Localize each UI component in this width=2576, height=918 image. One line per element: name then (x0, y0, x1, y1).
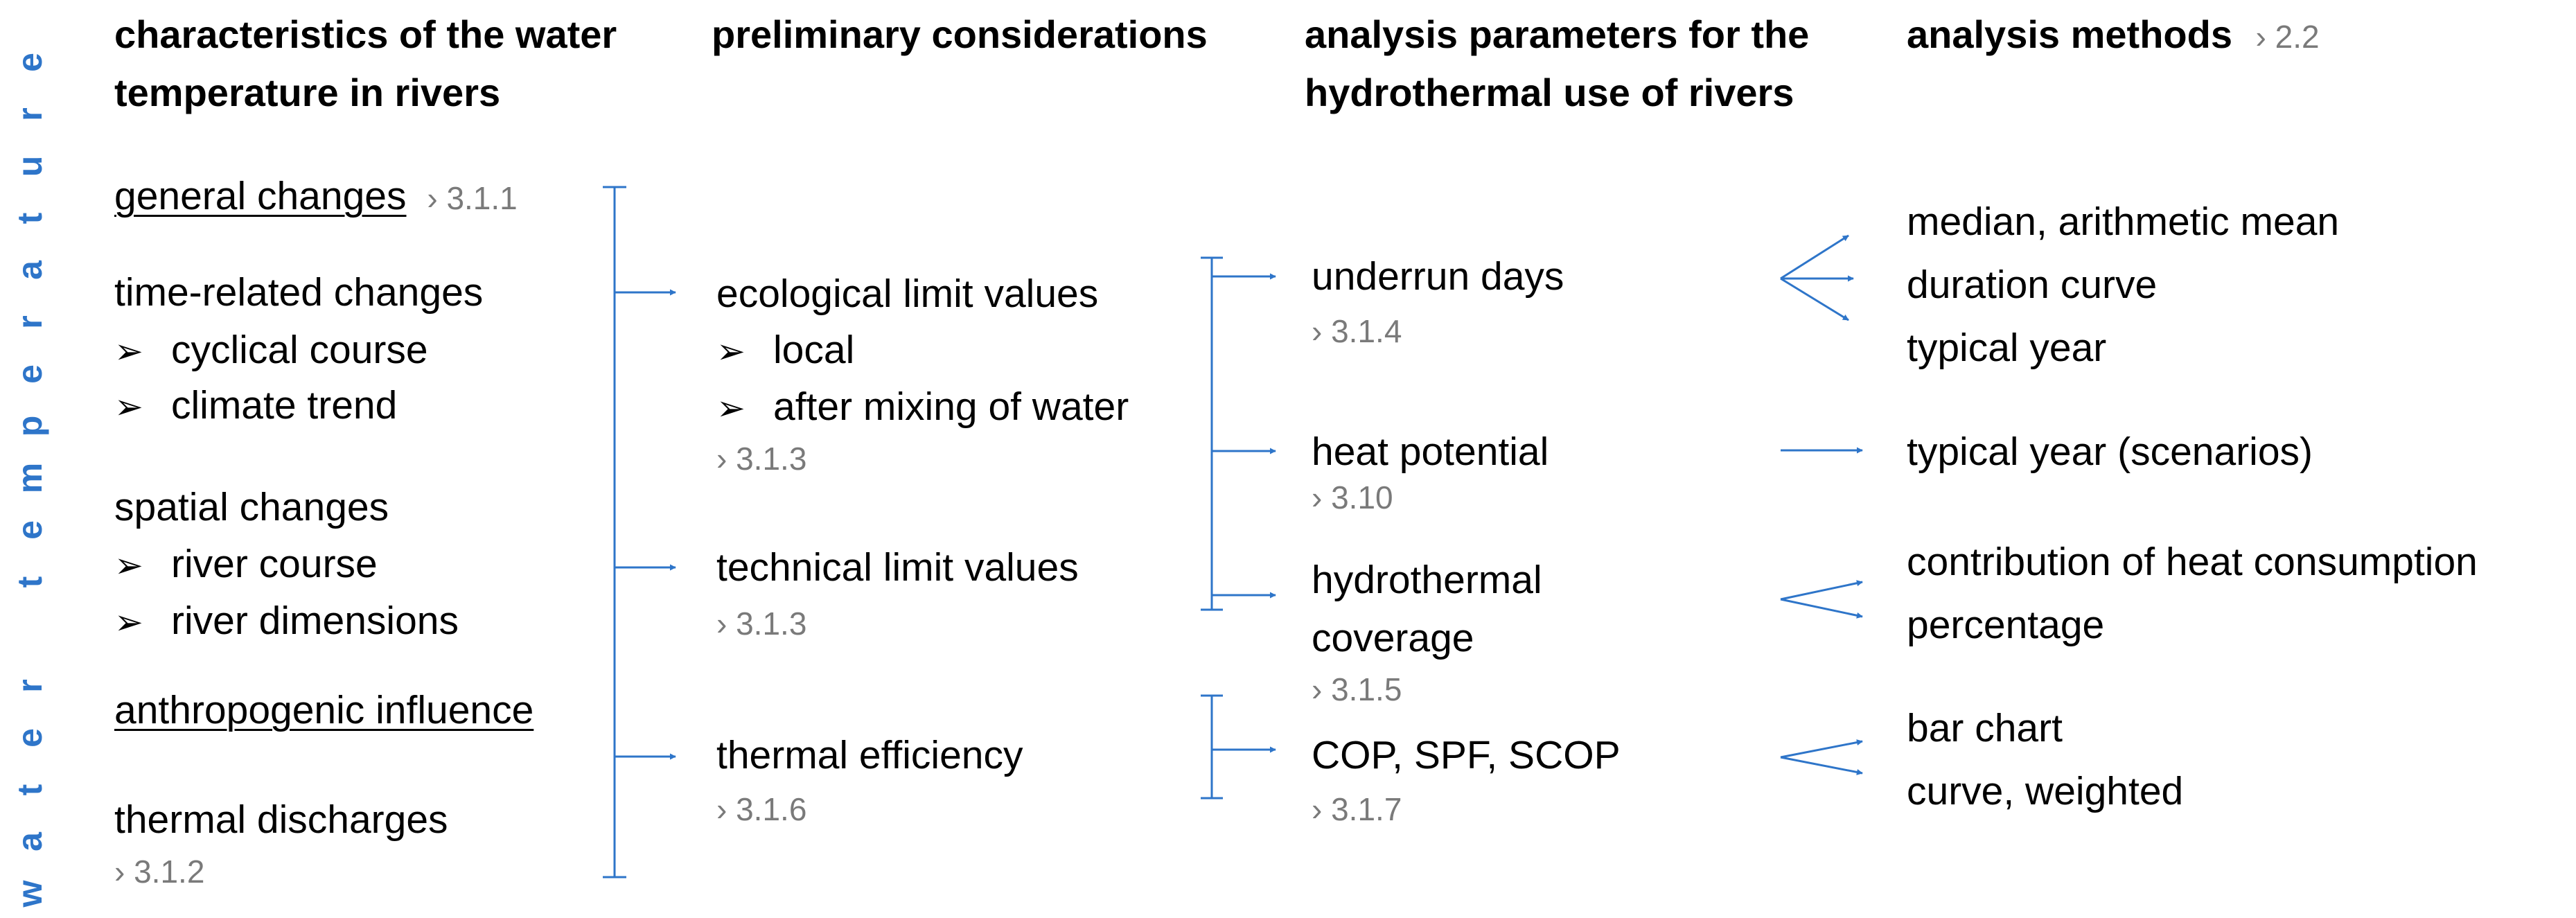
underrun-days: underrun days (1312, 254, 1564, 299)
cop-spf-scop: COP, SPF, SCOP (1312, 733, 1621, 777)
section-ref: › 3.1.3 (716, 606, 807, 642)
section-ref: › 3.1.7 (1312, 791, 1402, 827)
heat-potential: heat potential (1312, 430, 1549, 474)
arrow-to-median (1780, 234, 1849, 280)
arrow-to-percentage (1780, 598, 1863, 619)
hydrothermal-coverage: hydrothermal coverage (1312, 558, 1542, 660)
arrow-to-typical-year (1780, 277, 1849, 321)
list-item: cyclical course (114, 326, 428, 376)
spatial-changes: spatial changes (114, 485, 389, 529)
header-preliminary-considerations: preliminary considerations (712, 12, 1208, 56)
anthropogenic-influence-label: anthropogenic influence (114, 688, 534, 732)
section-ref: › 3.10 (1312, 479, 1393, 515)
method-contribution-of-heat-consumption: contribution of heat consumption (1907, 540, 2478, 584)
section-ref: › 3.1.5 (1312, 671, 1402, 707)
arrow-to-curve-weighted (1780, 756, 1863, 775)
arrow-to-bar-chart (1780, 739, 1863, 759)
thermal-discharges: thermal discharges (114, 797, 448, 842)
header-analysis-parameters: analysis parameters for the hydrothermal… (1305, 12, 1810, 114)
list-item: climate trend (114, 381, 397, 431)
list-item: local (716, 326, 854, 376)
time-related-changes: time-related changes (114, 270, 484, 315)
thermal-efficiency: thermal efficiency (716, 733, 1023, 777)
ecological-limit-values: ecological limit values (716, 272, 1099, 316)
section-ref: › 3.1.4 (1312, 313, 1402, 349)
arrow-to-contribution (1780, 580, 1863, 601)
list-item: river course (114, 540, 378, 590)
section-ref: › 3.1.2 (114, 854, 205, 890)
method-typical-year: typical year (1907, 326, 2107, 370)
section-ref: › 3.1.1 (427, 180, 518, 216)
section-ref: › 2.2 (2255, 19, 2320, 55)
section-ref: › 3.1.6 (716, 791, 807, 827)
header-characteristics: characteristics of the water temperature… (114, 12, 617, 114)
technical-limit-values: technical limit values (716, 545, 1079, 590)
method-typical-year-scenarios: typical year (scenarios) (1907, 430, 2313, 474)
list-item: river dimensions (114, 597, 459, 646)
method-bar-chart: bar chart (1907, 706, 2063, 750)
general-changes-label: general changes › 3.1.1 (114, 174, 518, 218)
method-duration-curve: duration curve (1907, 263, 2158, 307)
method-percentage: percentage (1907, 603, 2105, 647)
method-median-arithmetic-mean: median, arithmetic mean (1907, 200, 2340, 244)
list-item: after mixing of water (716, 382, 1129, 432)
header-analysis-methods: analysis methods › 2.2 (1907, 12, 2320, 56)
method-curve-weighted: curve, weighted (1907, 769, 2184, 813)
section-ref: › 3.1.3 (716, 441, 807, 477)
